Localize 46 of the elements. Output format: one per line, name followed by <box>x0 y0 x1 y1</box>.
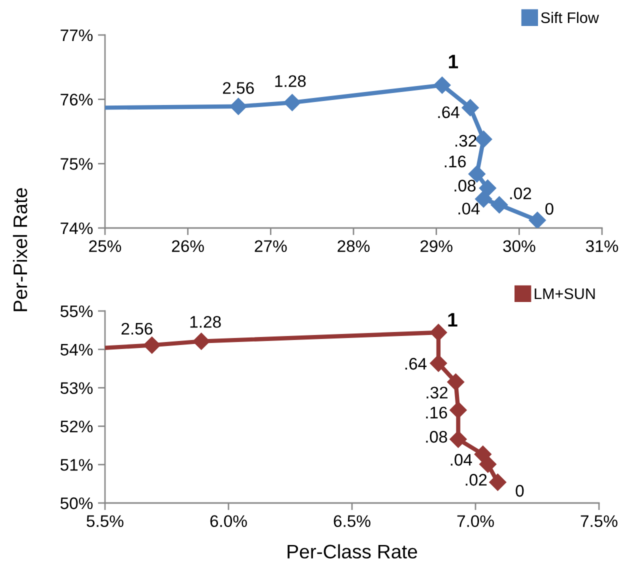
annotation: 1 <box>448 313 458 327</box>
x-tick-label: 6.5% <box>334 515 370 528</box>
x-tick-label: 29% <box>420 240 452 252</box>
annotation: 2.56 <box>222 82 254 94</box>
annotation: 1 <box>448 54 458 68</box>
y-tick-label: 52% <box>60 420 93 432</box>
annotation: 1.28 <box>275 75 306 88</box>
annotation: .04 <box>458 202 480 215</box>
annotation: .04 <box>450 454 472 466</box>
annotation: .02 <box>466 474 487 486</box>
annotation: .64 <box>405 358 427 370</box>
legend-label: Sift Flow <box>541 12 599 24</box>
x-axis-title: Per-Class Rate <box>288 544 418 559</box>
x-tick-label: 7.0% <box>457 515 494 528</box>
y-tick-label: 50% <box>60 497 93 510</box>
annotation: .08 <box>454 180 476 192</box>
x-tick-label: 25% <box>89 240 122 252</box>
annotation: .16 <box>444 156 466 168</box>
x-tick-label: 28% <box>338 240 370 252</box>
legend-label: LM+SUN <box>534 288 595 300</box>
y-tick-label: 53% <box>60 382 93 394</box>
annotation: .16 <box>426 406 448 419</box>
annotation: .32 <box>426 386 448 399</box>
annotation: 0 <box>516 484 524 497</box>
x-tick-label: 31% <box>586 240 618 252</box>
x-tick-label: 7.5% <box>580 515 618 528</box>
x-tick-label: 27% <box>254 240 287 252</box>
y-axis-title: Per-Pixel Rate <box>12 188 28 312</box>
y-tick-label: 54% <box>60 344 93 356</box>
y-tick-label: 51% <box>60 459 93 471</box>
annotation: 1.28 <box>190 316 221 328</box>
annotation: 2.56 <box>122 322 152 335</box>
annotation: 0 <box>545 202 554 215</box>
annotation: .32 <box>455 134 476 147</box>
annotation: .02 <box>510 188 532 200</box>
y-tick-label: 55% <box>60 305 93 318</box>
x-tick-label: 26% <box>172 240 204 252</box>
y-tick-label: 77% <box>60 29 93 42</box>
x-tick-label: 30% <box>503 240 536 252</box>
y-tick-label: 76% <box>60 94 93 106</box>
annotation: .08 <box>426 430 448 443</box>
x-tick-label: 6.0% <box>210 515 247 528</box>
y-tick-label: 75% <box>60 158 93 170</box>
x-tick-label: 5.5% <box>86 515 124 528</box>
annotation: .64 <box>438 106 460 118</box>
y-tick-label: 74% <box>60 222 93 234</box>
